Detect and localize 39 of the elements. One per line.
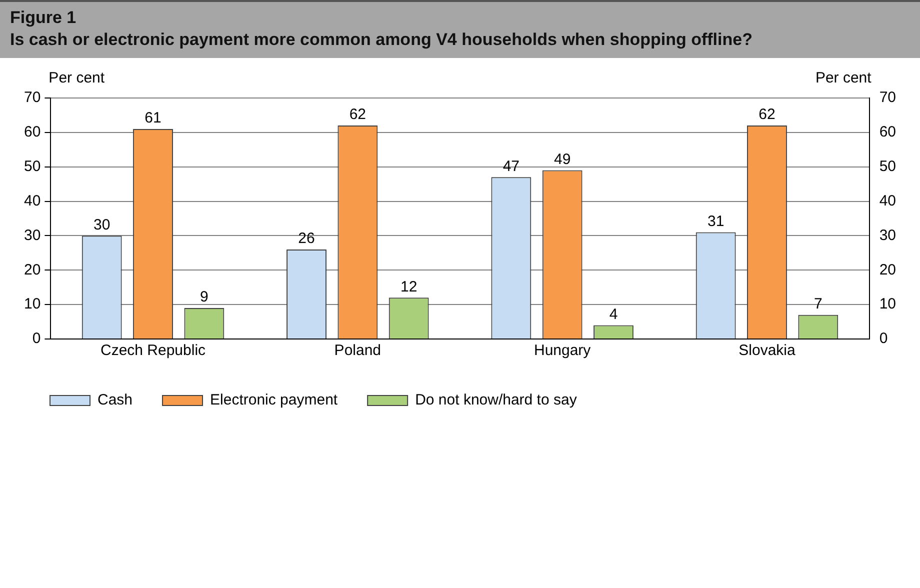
y-tick-label: 60 bbox=[24, 124, 41, 141]
data-label: 30 bbox=[94, 216, 110, 234]
data-label: 49 bbox=[554, 150, 571, 168]
y-tick-label: 40 bbox=[24, 192, 41, 210]
data-label: 62 bbox=[349, 106, 366, 124]
x-tick-label: Hungary bbox=[534, 342, 592, 360]
y2-tick-label: 0 bbox=[879, 330, 888, 348]
chart-subtitle: Is cash or electronic payment more common among V4 households when shopping offline? bbox=[10, 30, 754, 50]
y2-tick-label: 40 bbox=[879, 192, 896, 210]
y2-tick-label: 30 bbox=[879, 226, 896, 244]
data-label: 4 bbox=[609, 306, 618, 323]
chart-title: Figure 1 bbox=[10, 8, 78, 28]
data-label: 7 bbox=[814, 296, 822, 313]
y-tick-label: 30 bbox=[24, 226, 41, 244]
y-tick-label: 0 bbox=[32, 330, 41, 348]
y-tick-label: 70 bbox=[24, 89, 41, 106]
legend-label: Electronic payment bbox=[210, 392, 338, 409]
legend-label: Do not know/hard to say bbox=[415, 392, 578, 409]
x-tick-label: Poland bbox=[334, 342, 382, 360]
y2-tick-label: 70 bbox=[879, 89, 896, 106]
data-label: 26 bbox=[298, 230, 315, 248]
data-label: 61 bbox=[144, 110, 162, 127]
data-label: 12 bbox=[400, 278, 418, 296]
y2-axis-title: Per cent bbox=[815, 70, 872, 87]
data-label: 31 bbox=[707, 212, 724, 230]
y-tick-label: 20 bbox=[24, 261, 41, 278]
data-label: 62 bbox=[758, 106, 776, 124]
y-tick-label: 10 bbox=[24, 296, 41, 313]
data-label: 9 bbox=[200, 288, 208, 306]
x-tick-label: Slovakia bbox=[738, 342, 796, 360]
y-tick-label: 50 bbox=[24, 158, 41, 175]
legend-label: Cash bbox=[98, 392, 133, 409]
y2-tick-label: 20 bbox=[879, 261, 896, 278]
y2-tick-label: 60 bbox=[879, 124, 896, 141]
y2-tick-label: 50 bbox=[879, 158, 896, 175]
data-label: 47 bbox=[502, 158, 520, 175]
x-tick-label: Czech Republic bbox=[100, 342, 206, 360]
y-axis-title: Per cent bbox=[48, 70, 106, 87]
y2-tick-label: 10 bbox=[879, 296, 896, 313]
